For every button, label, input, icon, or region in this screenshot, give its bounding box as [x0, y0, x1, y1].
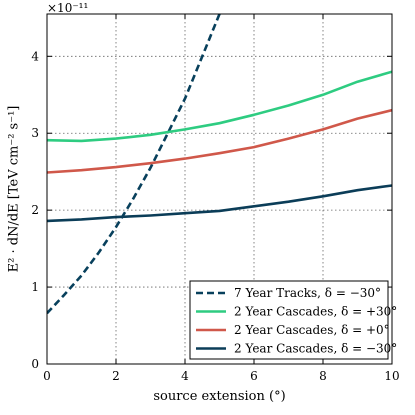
series-line-4 — [47, 184, 392, 223]
x-tick-label: 10 — [384, 369, 399, 383]
legend-label-3: 2 Year Cascades, δ = +0° — [234, 323, 390, 337]
x-tick-label: 4 — [181, 369, 189, 383]
y-tick-label: 3 — [31, 126, 39, 140]
x-tick-label: 8 — [319, 369, 327, 383]
y-tick-label: 2 — [31, 203, 39, 217]
legend-label-1: 7 Year Tracks, δ = −30° — [234, 286, 381, 300]
series-line-1 — [47, 14, 221, 315]
x-tick-label: 0 — [43, 369, 51, 383]
x-tick-label: 2 — [112, 369, 120, 383]
y-tick-label: 1 — [31, 280, 39, 294]
y-tick-label: 4 — [31, 49, 39, 63]
legend: 7 Year Tracks, δ = −30° 2 Year Cascades, … — [189, 280, 397, 360]
legend-label-2: 2 Year Cascades, δ = +30° — [234, 305, 397, 319]
series-line-3 — [47, 108, 392, 174]
series-group — [47, 14, 392, 315]
legend-label-4: 2 Year Cascades, δ = −30° — [234, 342, 397, 356]
y-tick-label: 0 — [31, 357, 39, 371]
ticks: 0 2 4 6 8 10 0 1 2 3 4 — [31, 14, 400, 383]
x-axis-label: source extension (°) — [153, 389, 285, 404]
y-multiplier: ×10⁻¹¹ — [47, 1, 88, 15]
series-line-2 — [47, 70, 392, 143]
y-axis-label: E² · dN/dE [TeV cm⁻² s⁻¹] — [7, 106, 22, 273]
plot-frame — [46, 13, 393, 365]
x-tick-label: 6 — [250, 369, 258, 383]
